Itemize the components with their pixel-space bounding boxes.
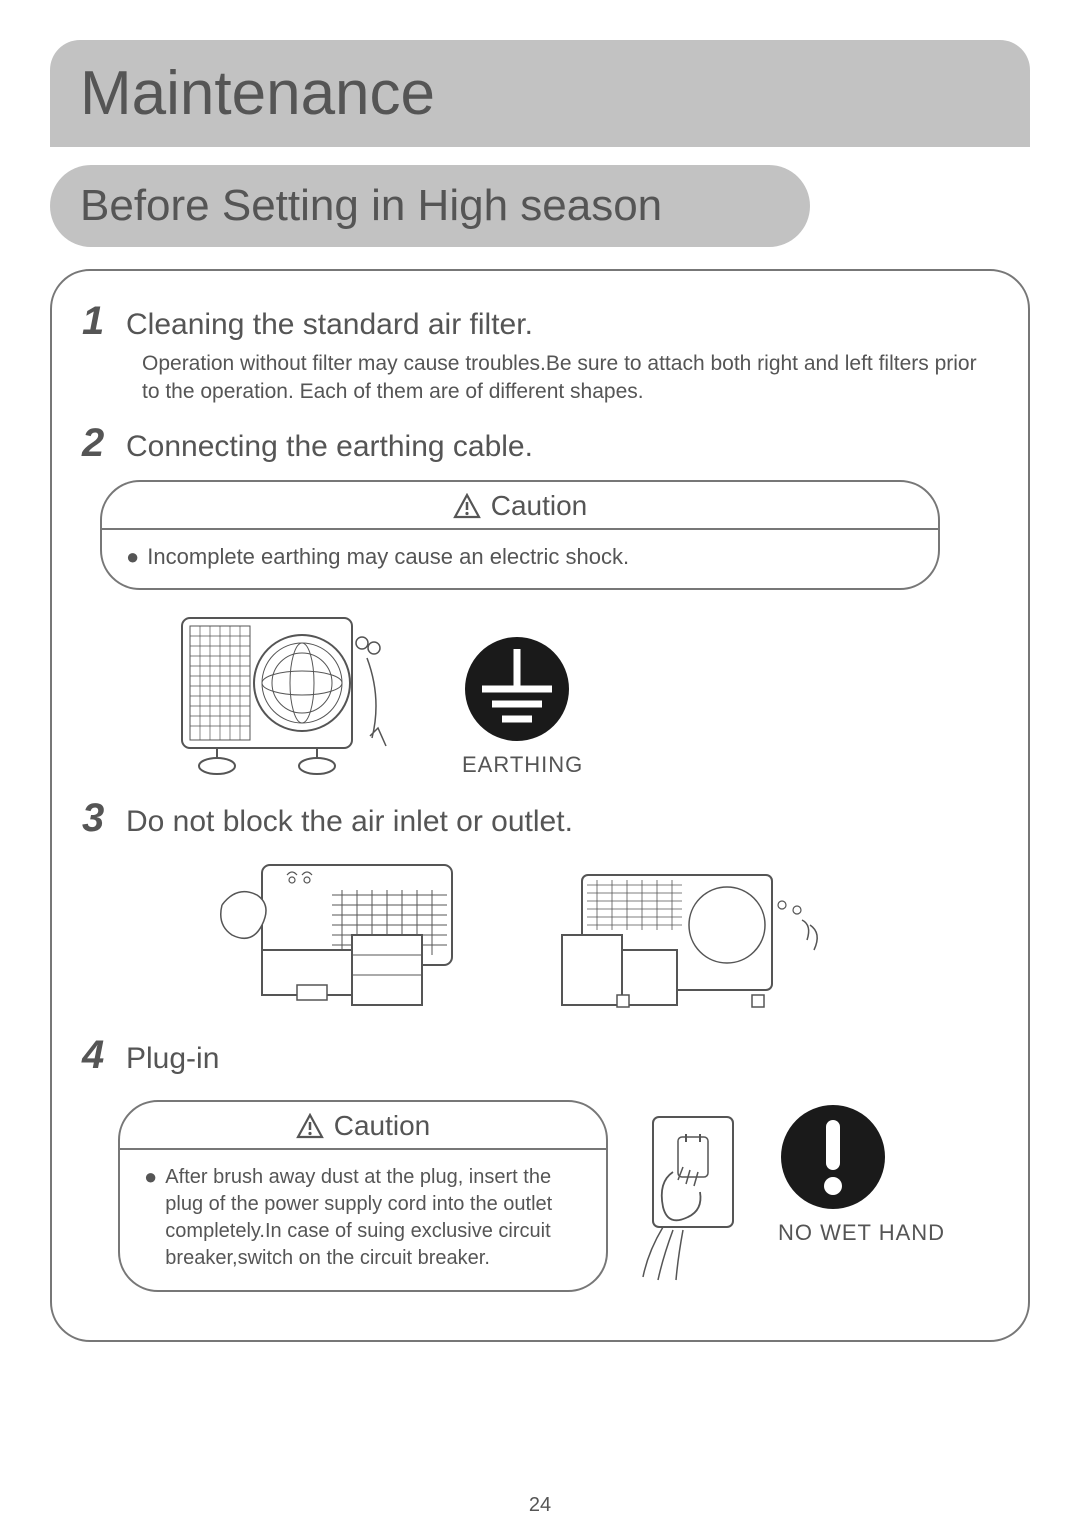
step-3: 3 Do not block the air inlet or outlet. xyxy=(82,796,998,841)
caution-body: ● After brush away dust at the plug, ins… xyxy=(120,1150,606,1290)
caution-box-plugin: Caution ● After brush away dust at the p… xyxy=(118,1100,608,1292)
content-box: 1 Cleaning the standard air filter. Oper… xyxy=(50,269,1030,1342)
step-4: 4 Plug-in xyxy=(82,1033,998,1078)
subtitle-bar: Before Setting in High season xyxy=(50,165,810,247)
page-title: Maintenance xyxy=(80,58,1000,129)
step-number: 4 xyxy=(82,1033,112,1078)
caution-box-earthing: Caution ● Incomplete earthing may cause … xyxy=(100,480,940,590)
step-title: Cleaning the standard air filter. xyxy=(126,308,533,342)
step-title: Do not block the air inlet or outlet. xyxy=(126,805,573,839)
step-1: 1 Cleaning the standard air filter. Oper… xyxy=(82,299,998,407)
step-number: 3 xyxy=(82,796,112,841)
caution-header: Caution xyxy=(120,1102,606,1150)
step-2: 2 Connecting the earthing cable. xyxy=(82,421,998,466)
no-wet-hand-label: NO WET HAND xyxy=(778,1220,945,1246)
caution-body: ● Incomplete earthing may cause an elect… xyxy=(102,530,938,588)
caution-label: Caution xyxy=(334,1110,431,1142)
step-number: 2 xyxy=(82,421,112,466)
warning-icon xyxy=(296,1113,324,1139)
step-description: Operation without filter may cause troub… xyxy=(142,350,998,407)
step-title: Plug-in xyxy=(126,1042,219,1076)
plug-hand-illustration xyxy=(628,1112,758,1282)
bullet-icon: ● xyxy=(144,1164,157,1190)
caution-label: Caution xyxy=(491,490,588,522)
indoor-unit-blocked-illustration xyxy=(202,855,462,1015)
step-title: Connecting the earthing cable. xyxy=(126,430,533,464)
earthing-label: EARTHING xyxy=(462,752,583,778)
step4-row: Caution ● After brush away dust at the p… xyxy=(100,1092,998,1310)
caution-text: After brush away dust at the plug, inser… xyxy=(165,1164,582,1272)
bullet-icon: ● xyxy=(126,544,139,570)
page-number: 24 xyxy=(0,1494,1080,1517)
caution-text: Incomplete earthing may cause an electri… xyxy=(147,544,629,570)
warning-icon xyxy=(453,493,481,519)
page-subtitle: Before Setting in High season xyxy=(80,181,780,231)
illustration-row-block xyxy=(202,855,998,1015)
no-wet-hand-symbol: NO WET HAND xyxy=(778,1102,945,1246)
outdoor-unit-illustration xyxy=(172,608,402,778)
step-number: 1 xyxy=(82,299,112,344)
caution-header: Caution xyxy=(102,482,938,530)
title-bar: Maintenance xyxy=(50,40,1030,147)
earthing-symbol: EARTHING xyxy=(462,634,583,778)
outdoor-unit-blocked-illustration xyxy=(552,865,832,1015)
illustration-row-earthing: EARTHING xyxy=(172,608,998,778)
